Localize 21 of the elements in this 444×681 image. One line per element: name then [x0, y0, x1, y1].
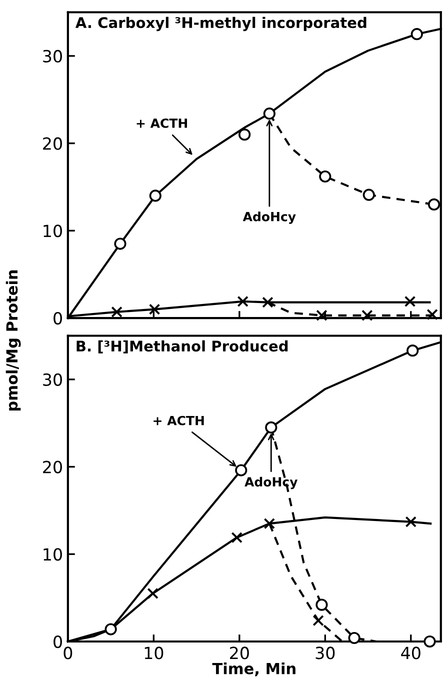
annotation: + ACTH — [136, 118, 187, 128]
y-tick-label: 0 — [54, 635, 62, 648]
x-tick-label: 30 — [316, 646, 335, 660]
y-tick-label: 30 — [43, 373, 62, 386]
y-tick-label: 10 — [44, 548, 62, 561]
chart-title: B. [³H]Methanol Produced — [76, 340, 288, 354]
annotation: AdoHcy — [244, 476, 298, 490]
x-tick-label: 0 — [64, 646, 72, 660]
y-tick-label: 30 — [43, 50, 62, 63]
y-axis-title: pmol/Mg Protein — [6, 270, 21, 411]
y-tick-label: 0 — [54, 312, 62, 325]
y-tick-label: 20 — [43, 137, 62, 150]
x-tick-label: 20 — [230, 646, 249, 660]
y-tick-label: 10 — [44, 224, 62, 238]
chart-title: A. Carboxyl ³H-methyl incorporated — [75, 16, 366, 32]
x-tick-label: 40 — [401, 646, 420, 660]
annotation: AdoHcy — [242, 212, 296, 224]
x-tick-label: 10 — [144, 646, 164, 660]
y-tick-label: 20 — [43, 460, 62, 474]
x-axis-title: Time, Min — [212, 662, 296, 676]
annotation: + ACTH — [154, 416, 204, 426]
